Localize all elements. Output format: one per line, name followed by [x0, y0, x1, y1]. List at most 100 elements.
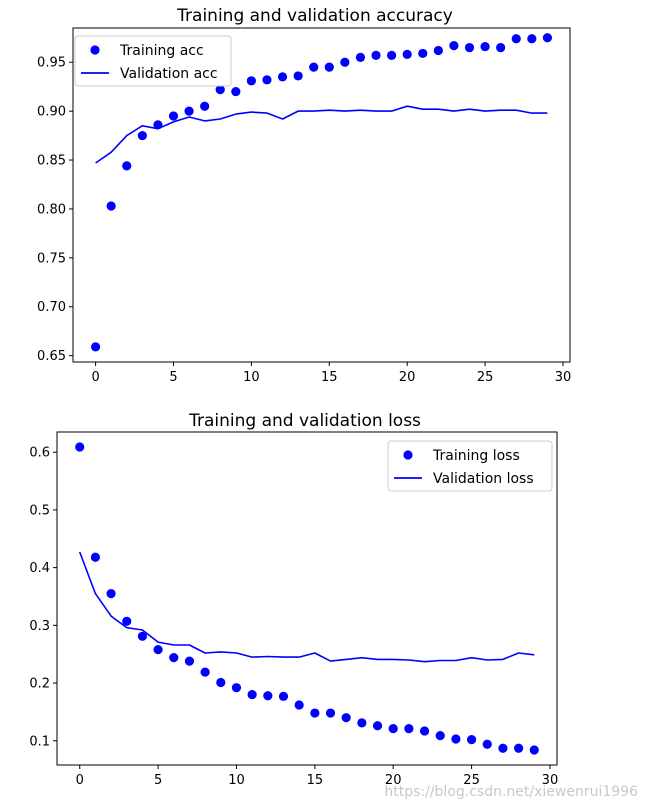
legend-label: Validation acc — [120, 66, 218, 82]
training-loss-point — [435, 730, 445, 741]
validation-acc-line — [95, 105, 548, 164]
legend-label: Training loss — [432, 448, 520, 464]
legend: Training acc Validation acc — [74, 35, 232, 87]
legend-dot-swatch — [403, 450, 413, 460]
y-tick-label: 0.2 — [29, 677, 50, 692]
training-loss-point — [325, 708, 336, 718]
training-acc-point — [402, 49, 412, 60]
legend-label: Training acc — [119, 43, 204, 59]
x-tick-label: 15 — [321, 370, 338, 385]
training-loss-point — [75, 442, 85, 452]
training-loss-point — [278, 691, 289, 701]
training-loss-point — [294, 700, 304, 710]
x-tick-label: 20 — [399, 370, 416, 385]
training-acc-point — [200, 101, 210, 111]
y-tick-label: 0.5 — [29, 503, 50, 518]
legend-box — [74, 35, 232, 87]
training-loss-point — [200, 667, 210, 677]
training-acc-point — [137, 130, 147, 141]
x-tick-label: 30 — [555, 370, 572, 385]
training-acc-point — [340, 57, 350, 67]
training-loss-point — [372, 721, 383, 731]
y-tick-label: 0.85 — [37, 154, 66, 169]
training-acc-point — [262, 75, 272, 85]
x-tick-label: 20 — [385, 773, 402, 788]
training-loss-point — [466, 735, 477, 745]
training-acc-point — [277, 72, 288, 82]
training-acc-point — [215, 85, 225, 95]
training-acc-point — [387, 50, 397, 60]
plot-frame — [72, 27, 571, 363]
training-loss-point — [529, 745, 539, 755]
training-acc-point — [106, 201, 116, 211]
training-loss-point — [404, 724, 414, 734]
loss-chart-title: Training and validation loss — [188, 411, 421, 431]
y-tick-label: 0.1 — [29, 734, 50, 749]
validation-loss-line — [78, 551, 535, 663]
training-loss-point — [153, 644, 163, 655]
training-loss-point — [482, 739, 492, 749]
training-acc-point — [371, 50, 381, 60]
accuracy-chart: Training and validation accuracy 0 5 10 15 2… — [37, 6, 571, 385]
training-acc-point — [293, 71, 303, 81]
training-acc-point — [464, 42, 475, 53]
training-loss-point — [137, 631, 148, 641]
training-loss-point — [231, 683, 242, 693]
y-tick-label: 0.80 — [37, 202, 66, 217]
legend-box — [387, 440, 553, 492]
training-acc-point — [449, 41, 459, 51]
legend-dot-swatch — [90, 45, 100, 55]
x-tick-label: 0 — [91, 370, 99, 385]
x-tick-label: 10 — [228, 773, 245, 788]
x-tick-label: 5 — [154, 773, 162, 788]
training-loss-point — [263, 691, 273, 701]
training-acc-point — [90, 342, 101, 352]
training-loss-point — [388, 724, 398, 734]
training-acc-point — [231, 86, 241, 97]
legend-label: Validation loss — [433, 471, 534, 487]
training-acc-point — [184, 106, 194, 116]
training-acc-point — [122, 161, 132, 171]
y-tick-label: 0.90 — [37, 105, 66, 120]
training-acc-point — [527, 34, 537, 44]
training-acc-point — [496, 42, 506, 53]
y-tick-label: 0.75 — [37, 251, 66, 266]
y-tick-label: 0.95 — [37, 56, 66, 71]
x-tick-label: 15 — [307, 773, 324, 788]
y-tick-label: 0.3 — [29, 619, 50, 634]
y-tick-label: 0.4 — [29, 561, 50, 576]
y-tick-label: 0.65 — [37, 349, 66, 364]
training-loss-point — [169, 653, 179, 663]
accuracy-chart-title: Training and validation accuracy — [176, 6, 453, 26]
training-acc-point — [246, 76, 256, 86]
loss-chart: Training and validation loss 0 5 10 15 20 25 3… — [29, 411, 558, 788]
x-tick-label: 5 — [169, 370, 177, 385]
training-loss-point — [419, 726, 430, 736]
training-acc-point — [355, 52, 366, 62]
training-acc-point — [511, 34, 521, 44]
training-acc-point — [433, 45, 443, 56]
training-loss-point — [90, 552, 101, 562]
training-acc-point — [309, 62, 319, 72]
training-loss-point — [341, 713, 351, 723]
training-acc-point — [324, 62, 334, 72]
training-loss-point — [498, 743, 508, 753]
training-acc-point — [418, 48, 428, 59]
training-loss-point — [310, 708, 320, 718]
x-tick-label: 25 — [463, 773, 480, 788]
training-loss-point — [106, 588, 116, 599]
x-tick-label: 30 — [542, 773, 559, 788]
y-tick-label: 0.70 — [37, 300, 66, 315]
training-loss-point — [247, 689, 257, 700]
training-loss-point — [122, 616, 132, 626]
training-loss-point — [357, 718, 367, 728]
training-loss-point — [184, 656, 195, 666]
plot-frame — [56, 431, 558, 766]
x-tick-label: 25 — [477, 370, 494, 385]
training-loss-point — [451, 734, 461, 744]
legend: Training loss Validation loss — [387, 440, 553, 492]
training-acc-point — [480, 41, 490, 52]
training-acc-point — [542, 33, 553, 43]
y-tick-label: 0.6 — [29, 446, 50, 461]
